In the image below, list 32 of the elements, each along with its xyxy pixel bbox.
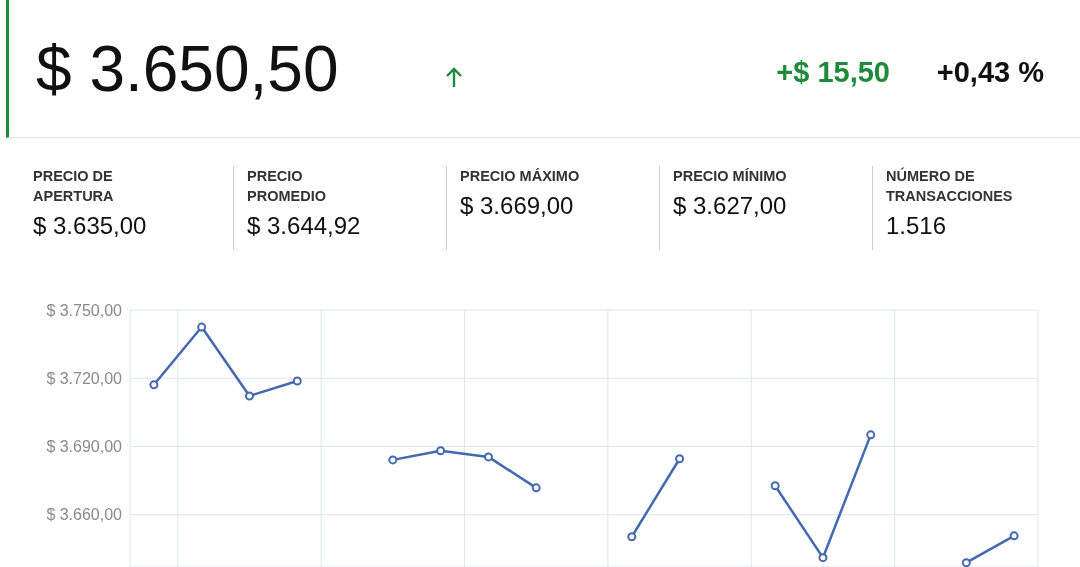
point bbox=[388, 455, 398, 465]
text: PRECIO DE APERTURA bbox=[33, 167, 115, 206]
point bbox=[770, 481, 780, 491]
text: +$ 15,50 bbox=[775, 56, 890, 89]
text: 1.516 bbox=[886, 212, 948, 240]
point bbox=[244, 391, 254, 401]
text: $ 3.669,00 bbox=[460, 192, 575, 220]
text: +0,43 % bbox=[935, 56, 1044, 89]
point bbox=[149, 380, 159, 390]
text: PRECIO MÍNIMO bbox=[673, 167, 788, 186]
text: $ 3.644,92 bbox=[247, 212, 362, 240]
point bbox=[197, 322, 207, 332]
point bbox=[1009, 531, 1019, 541]
point bbox=[675, 454, 685, 464]
point bbox=[483, 452, 493, 462]
chart-title: $ 3.650,50 bbox=[36, 32, 339, 106]
y-tick-label: $ 3.720,00 bbox=[46, 369, 123, 387]
point bbox=[866, 430, 876, 440]
point bbox=[436, 446, 446, 456]
text: PRECIO MÁXIMO bbox=[460, 167, 580, 186]
point bbox=[627, 532, 637, 542]
y-tick-label: $ 3.750,00 bbox=[46, 301, 123, 319]
point bbox=[818, 553, 828, 563]
text: NÚMERO DE TRANSACCIONES bbox=[886, 166, 1014, 206]
point bbox=[531, 483, 541, 493]
text: PRECIO PROMEDIO bbox=[247, 167, 327, 206]
text: $ 3.627,00 bbox=[673, 192, 788, 220]
point bbox=[292, 376, 302, 386]
point bbox=[961, 558, 971, 567]
y-tick-label: $ 3.660,00 bbox=[46, 506, 123, 524]
y-tick-label: $ 3.690,00 bbox=[46, 438, 123, 456]
text: $ 3.635,00 bbox=[33, 212, 148, 240]
